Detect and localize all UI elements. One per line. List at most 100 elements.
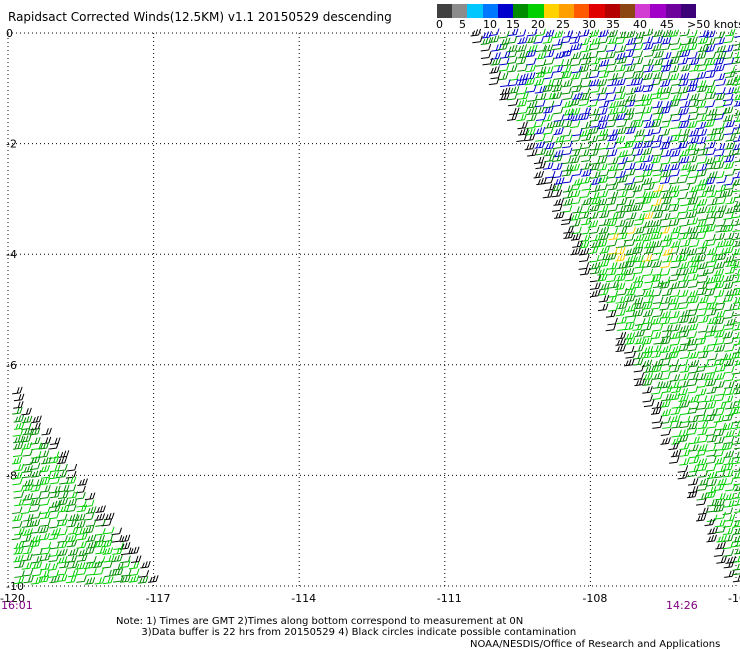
wind-barb bbox=[22, 528, 33, 536]
wind-barb bbox=[722, 98, 734, 107]
wind-barb bbox=[678, 120, 690, 129]
wind-barb bbox=[527, 44, 538, 53]
wind-barb bbox=[509, 107, 520, 116]
wind-barb bbox=[526, 113, 537, 122]
wind-barb bbox=[643, 58, 654, 67]
wind-barb bbox=[725, 556, 736, 564]
wind-barb bbox=[67, 548, 79, 556]
wind-barb bbox=[552, 106, 564, 115]
wind-barb bbox=[104, 569, 115, 578]
wind-barb bbox=[527, 94, 538, 102]
wind-barb bbox=[49, 541, 60, 550]
wind-barb bbox=[13, 541, 25, 550]
colorbar-swatch bbox=[558, 4, 575, 18]
wind-barb bbox=[706, 366, 718, 374]
wind-barb bbox=[688, 401, 700, 410]
wind-barb bbox=[572, 92, 583, 100]
wind-barb bbox=[680, 198, 691, 207]
wind-barb bbox=[569, 163, 580, 172]
wind-barb bbox=[642, 72, 653, 81]
wind-barb bbox=[678, 107, 690, 116]
wind-barb bbox=[714, 380, 725, 389]
wind-barb bbox=[606, 268, 617, 276]
wind-barb bbox=[660, 316, 671, 325]
wind-barb bbox=[554, 135, 565, 143]
colorbar-swatch bbox=[497, 4, 514, 18]
wind-barb bbox=[713, 449, 725, 457]
wind-barb bbox=[723, 177, 735, 186]
wind-barb bbox=[705, 276, 717, 284]
wind-barb bbox=[84, 577, 96, 585]
wind-barb bbox=[625, 87, 637, 95]
wind-barb bbox=[605, 197, 617, 206]
wind-barb bbox=[607, 227, 618, 235]
wind-barb bbox=[723, 352, 735, 361]
wind-barb bbox=[695, 254, 707, 263]
wind-barb bbox=[569, 107, 581, 116]
wind-barb bbox=[562, 108, 574, 116]
wind-barb bbox=[625, 43, 637, 52]
wind-barb bbox=[704, 156, 716, 165]
wind-barb bbox=[642, 220, 654, 228]
credit-line: NOAA/NESDIS/Office of Research and Appli… bbox=[470, 639, 721, 650]
wind-barb bbox=[22, 427, 34, 436]
wind-barb bbox=[578, 64, 590, 73]
wind-barb bbox=[588, 126, 599, 135]
wind-barb bbox=[731, 232, 740, 241]
wind-barb bbox=[112, 554, 123, 563]
wind-barb bbox=[507, 98, 519, 107]
wind-barb bbox=[698, 315, 709, 324]
wind-barb bbox=[12, 449, 24, 458]
wind-barb bbox=[641, 147, 653, 156]
wind-barb bbox=[633, 275, 644, 284]
wind-barb bbox=[533, 156, 545, 165]
plot-frame bbox=[7, 32, 737, 587]
wind-barb bbox=[697, 107, 709, 116]
wind-barb bbox=[120, 547, 132, 556]
wind-barb bbox=[644, 246, 655, 255]
wind-barb bbox=[689, 239, 700, 248]
wind-barb bbox=[587, 99, 599, 108]
wind-barb bbox=[506, 92, 518, 101]
wind-barb bbox=[552, 141, 564, 150]
wind-barb bbox=[30, 470, 42, 478]
wind-barb bbox=[732, 401, 740, 409]
wind-barb bbox=[704, 518, 716, 527]
wind-barb bbox=[706, 64, 717, 73]
wind-barb bbox=[698, 225, 709, 234]
wind-barb bbox=[670, 345, 682, 354]
wind-barb bbox=[678, 232, 689, 240]
wind-barb bbox=[632, 36, 644, 45]
wind-barb bbox=[616, 126, 627, 135]
wind-barb bbox=[50, 527, 61, 536]
wind-barb bbox=[705, 85, 716, 94]
wind-barb bbox=[731, 127, 740, 135]
wind-barb bbox=[679, 246, 690, 255]
wind-barb bbox=[698, 29, 709, 38]
wind-barb bbox=[615, 64, 627, 72]
wind-barb bbox=[697, 427, 708, 436]
wind-barb bbox=[596, 239, 608, 248]
wind-barb bbox=[544, 148, 555, 157]
wind-barb bbox=[77, 554, 88, 562]
wind-barb bbox=[670, 155, 682, 164]
wind-barb bbox=[715, 51, 727, 60]
wind-barb bbox=[617, 149, 628, 158]
wind-barb bbox=[587, 220, 599, 228]
wind-barb bbox=[732, 323, 740, 331]
wind-barb bbox=[715, 78, 727, 87]
wind-barb bbox=[724, 288, 736, 297]
wind-barb bbox=[668, 204, 680, 212]
wind-barb bbox=[643, 128, 654, 137]
wind-barb bbox=[59, 560, 70, 569]
wind-barb bbox=[670, 226, 682, 234]
wind-barb bbox=[680, 63, 691, 72]
wind-barb bbox=[732, 575, 740, 583]
wind-barb bbox=[679, 365, 691, 373]
wind-barb bbox=[653, 148, 664, 157]
wind-barb bbox=[499, 92, 510, 101]
wind-barb bbox=[535, 44, 547, 53]
wind-barb bbox=[696, 497, 707, 506]
wind-barb bbox=[544, 92, 556, 101]
wind-barb bbox=[660, 437, 671, 445]
